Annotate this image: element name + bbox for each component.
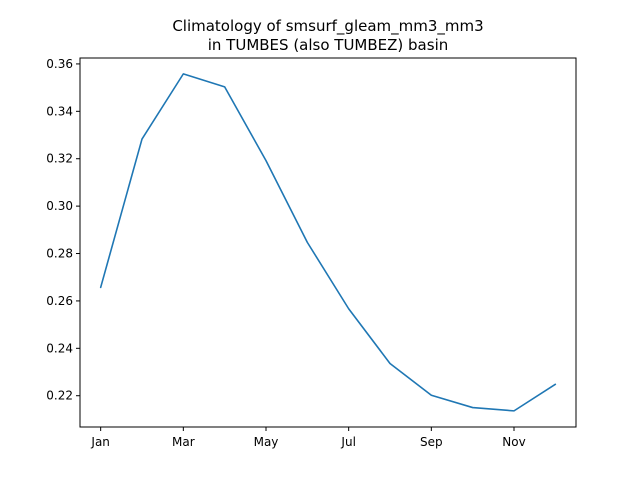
y-tick-label: 0.34 xyxy=(46,104,73,118)
series-line xyxy=(99,73,557,412)
x-tick-label: Nov xyxy=(502,435,525,449)
y-tick-label: 0.28 xyxy=(46,247,73,261)
x-tick-label: May xyxy=(254,435,279,449)
x-axis: Jan Mar May Jul Sep Nov xyxy=(90,427,526,449)
y-tick-label: 0.32 xyxy=(46,152,73,166)
x-tick-label: Jul xyxy=(340,435,355,449)
y-tick-label: 0.24 xyxy=(46,341,73,355)
axes-frame xyxy=(79,57,577,428)
chart-title-line-1: Climatology of smsurf_gleam_mm3_mm3 xyxy=(172,17,483,36)
y-tick-label: 0.26 xyxy=(46,294,73,308)
x-tick-label: Sep xyxy=(420,435,443,449)
x-tick-label: Jan xyxy=(90,435,110,449)
y-axis: 0.22 0.24 0.26 0.28 0.30 0.32 0.34 0.36 xyxy=(46,57,80,403)
y-tick-label: 0.30 xyxy=(46,199,73,213)
plot-area xyxy=(99,73,557,412)
x-tick-label: Mar xyxy=(172,435,195,449)
chart-title-line-2: in TUMBES (also TUMBEZ) basin xyxy=(208,36,449,54)
y-tick-label: 0.22 xyxy=(46,389,73,403)
y-tick-label: 0.36 xyxy=(46,57,73,71)
